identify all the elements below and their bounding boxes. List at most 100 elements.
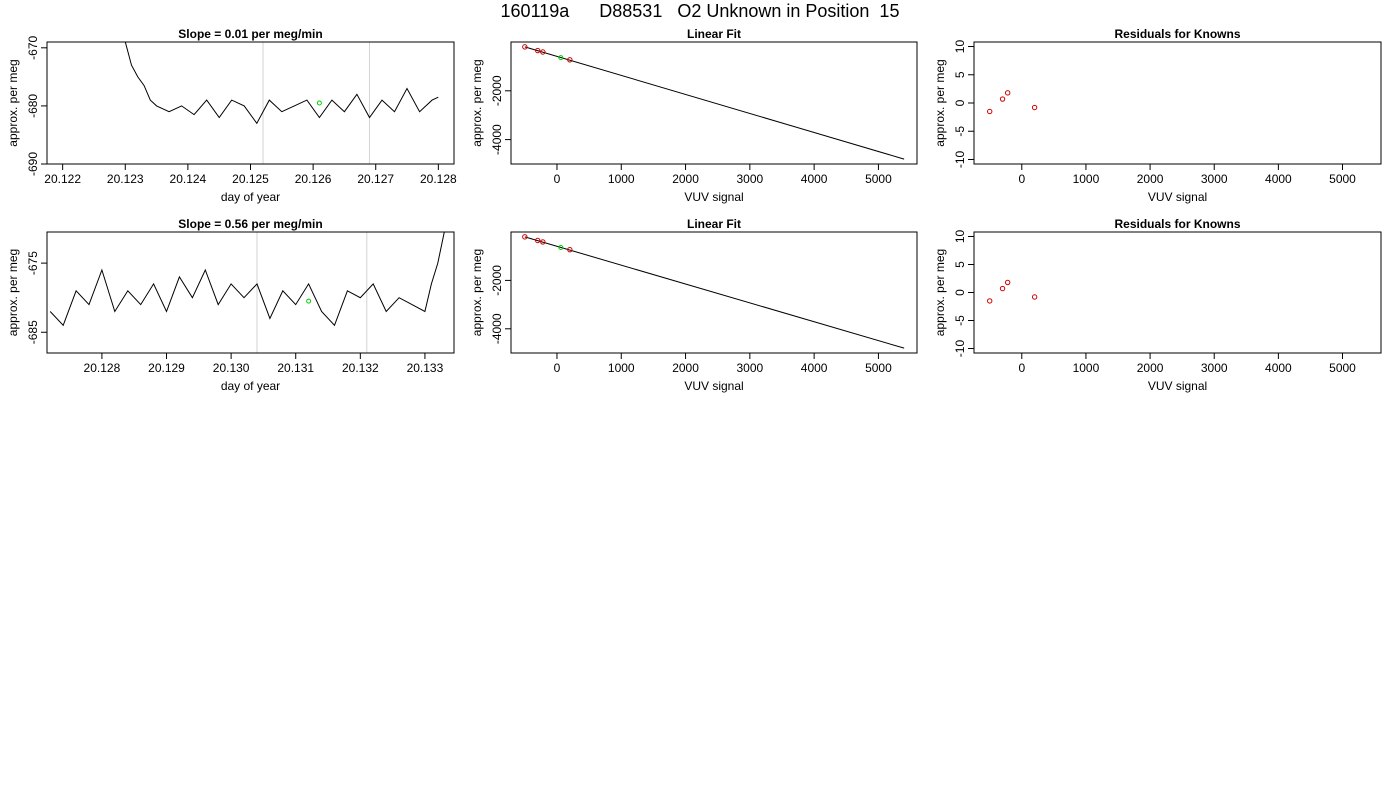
plot-frame: [46, 41, 455, 165]
known-point: [540, 239, 546, 245]
x-tick-label: 3000: [1201, 172, 1228, 186]
x-tick-label: 2000: [1137, 361, 1164, 375]
y-tick-label: -690: [26, 152, 40, 176]
x-tick-label: 0: [1018, 172, 1025, 186]
y-tick-label: 0: [953, 99, 967, 106]
figure-title: 160119a D88531 O2 Unknown in Position 15: [500, 1, 900, 21]
panel-3: Residuals for Knowns 0 1000 2000 3000 4000 500…: [933, 27, 1382, 204]
x-tick-label: 4000: [1265, 172, 1292, 186]
plot-frame: [510, 231, 918, 354]
y-axis-label: approx. per meg: [933, 59, 947, 146]
x-tick-label: 20.128: [84, 361, 121, 375]
known-point: [1031, 104, 1038, 111]
panel-1: Slope = 0.01 per meg/min 20.122 20.123 20.1…: [6, 27, 457, 204]
x-tick-label: 4000: [801, 361, 828, 375]
y-axis-label: approx. per meg: [6, 249, 20, 336]
unknown-point: [558, 244, 564, 250]
known-point: [1031, 294, 1038, 300]
x-axis-label: VUV signal: [684, 379, 743, 393]
x-tick-label: 3000: [1201, 361, 1228, 375]
x-tick-label: 2000: [1137, 172, 1164, 186]
x-axis-label: VUV signal: [1148, 190, 1207, 204]
y-axis-label: approx. per meg: [470, 249, 484, 336]
y-tick-label: -4000: [490, 313, 504, 344]
plot-frame: [510, 41, 918, 165]
y-tick-label: -4000: [490, 124, 504, 155]
known-point: [534, 47, 541, 54]
y-tick-label: -5: [953, 126, 967, 137]
panel-title: Slope = 0.01 per meg/min: [178, 27, 322, 41]
y-tick-label: 5: [953, 71, 967, 78]
known-point: [522, 234, 528, 240]
panel-title: Linear Fit: [687, 217, 741, 231]
x-tick-label: 5000: [865, 172, 892, 186]
y-tick-label: -10: [953, 340, 967, 358]
panel-5: Linear Fit 0 1000 2000 3000 4000 5000 -4000 -200…: [470, 217, 918, 393]
series-line: [49, 232, 445, 327]
panel-4: Slope = 0.56 per meg/min 20.128 20.129 20.1…: [6, 217, 455, 393]
x-axis-label: day of year: [221, 190, 280, 204]
panel-title: Residuals for Knowns: [1114, 217, 1240, 231]
y-tick-label: 0: [953, 289, 967, 296]
y-tick-label: -685: [26, 320, 40, 344]
unknown-point: [306, 298, 312, 304]
fit-line: [524, 236, 905, 349]
known-point: [567, 246, 573, 253]
known-point: [1004, 279, 1011, 286]
known-point: [540, 49, 546, 55]
x-tick-label: 20.132: [342, 361, 379, 375]
x-tick-label: 1000: [608, 172, 635, 186]
x-tick-label: 3000: [736, 361, 763, 375]
x-tick-label: 20.133: [407, 361, 444, 375]
x-tick-label: 20.125: [232, 172, 269, 186]
y-axis-label: approx. per meg: [470, 59, 484, 146]
y-axis-label: approx. per meg: [933, 249, 947, 336]
x-tick-label: 0: [554, 172, 561, 186]
x-tick-label: 1000: [608, 361, 635, 375]
known-point: [987, 298, 993, 304]
x-axis-label: day of year: [221, 379, 280, 393]
plot-frame: [973, 231, 1382, 354]
x-tick-label: 3000: [736, 172, 763, 186]
x-tick-label: 5000: [1329, 172, 1356, 186]
x-tick-label: 20.130: [213, 361, 250, 375]
y-tick-label: -670: [26, 35, 40, 59]
panel-title: Linear Fit: [687, 27, 741, 41]
x-tick-label: 20.131: [277, 361, 314, 375]
panel-2: Linear Fit 0 1000 2000 3000 4000 5000 -4000 -200…: [470, 27, 918, 204]
y-tick-label: -680: [26, 94, 40, 118]
fit-line: [524, 46, 905, 160]
x-tick-label: 1000: [1073, 361, 1100, 375]
x-tick-label: 20.126: [295, 172, 332, 186]
x-tick-label: 1000: [1073, 172, 1100, 186]
x-tick-label: 0: [554, 361, 561, 375]
known-point: [987, 108, 993, 115]
series-line: [124, 42, 439, 125]
y-axis-label: approx. per meg: [6, 59, 20, 146]
x-tick-label: 4000: [1265, 361, 1292, 375]
x-tick-label: 0: [1018, 361, 1025, 375]
panel-6: Residuals for Knowns 0 1000 2000 3000 4000 500…: [933, 217, 1382, 393]
known-point: [999, 285, 1006, 292]
known-point: [567, 57, 573, 63]
y-tick-label: 10: [953, 229, 967, 243]
x-tick-label: 5000: [865, 361, 892, 375]
known-point: [999, 96, 1006, 102]
x-tick-label: 20.128: [420, 172, 457, 186]
y-tick-label: -2000: [490, 265, 504, 296]
y-tick-label: 5: [953, 261, 967, 268]
x-tick-label: 2000: [672, 361, 699, 375]
y-tick-label: -2000: [490, 75, 504, 106]
x-tick-label: 20.129: [148, 361, 185, 375]
y-tick-label: -5: [953, 315, 967, 326]
unknown-point: [316, 100, 322, 106]
known-point: [534, 237, 541, 244]
x-axis-label: VUV signal: [684, 190, 743, 204]
known-point: [1004, 90, 1011, 96]
plot-frame: [46, 231, 455, 354]
x-tick-label: 4000: [801, 172, 828, 186]
y-tick-label: 10: [953, 40, 967, 54]
x-tick-label: 20.124: [170, 172, 207, 186]
x-tick-label: 20.127: [357, 172, 394, 186]
